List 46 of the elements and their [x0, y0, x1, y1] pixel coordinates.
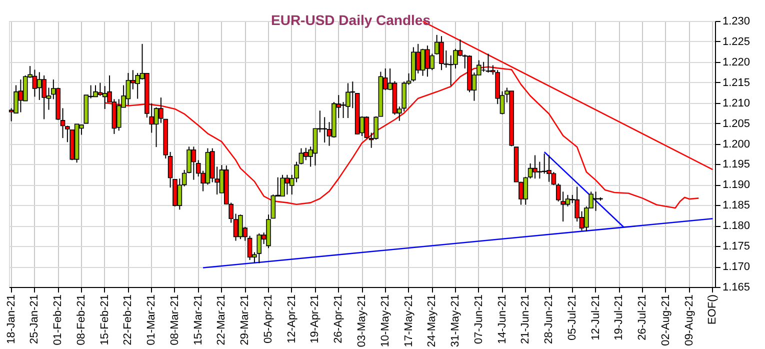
y-tick-label: 1.225 — [722, 36, 750, 48]
x-tick-label: 29-Mar-21 — [239, 294, 252, 346]
y-tick-label: 1.170 — [722, 261, 750, 274]
x-tick-label: EOF() — [706, 294, 719, 324]
x-tick-label: 09-Aug-21 — [683, 294, 696, 346]
x-tick-label: 26-Apr-21 — [332, 294, 345, 344]
y-tick-label: 1.210 — [722, 97, 750, 110]
y-tick-label: 1.180 — [722, 220, 750, 232]
x-tick-label: 26-Jul-21 — [636, 294, 649, 340]
x-tick-label: 08-Mar-21 — [168, 294, 181, 346]
x-tick-label: 14-Jun-21 — [496, 294, 508, 344]
y-tick-label: 1.175 — [722, 240, 750, 253]
x-tick-label: 22-Feb-21 — [122, 294, 134, 346]
x-tick-label: 31-May-21 — [450, 294, 462, 348]
x-tick-label: 24-May-21 — [426, 294, 438, 348]
x-tick-label: 01-Feb-21 — [52, 294, 64, 346]
x-tick-label: 03-May-21 — [356, 294, 368, 348]
y-tick-label: 1.205 — [722, 118, 750, 130]
x-tick-label: 08-Feb-21 — [75, 294, 88, 346]
x-tick-label: 25-Jan-21 — [28, 294, 41, 344]
x-tick-label: 21-Jun-21 — [520, 294, 532, 344]
y-tick-label: 1.220 — [722, 56, 750, 68]
x-tick-label: 12-Apr-21 — [286, 294, 298, 344]
chart-title: EUR-USD Daily Candles — [271, 12, 431, 28]
y-tick-label: 1.185 — [722, 200, 750, 212]
x-tick-label: 22-Mar-21 — [216, 294, 228, 346]
y-tick-label: 1.230 — [722, 16, 750, 28]
x-tick-label: 01-Mar-21 — [146, 294, 158, 346]
x-tick-label: 05-Jul-21 — [566, 294, 578, 340]
x-tick-label: 15-Feb-21 — [98, 294, 111, 346]
x-tick-label: 15-Mar-21 — [192, 294, 204, 346]
x-tick-label: 19-Apr-21 — [309, 294, 322, 344]
x-tick-label: 18-Jan-21 — [5, 294, 18, 344]
x-tick-label: 28-Jun-21 — [543, 294, 556, 344]
y-tick-label: 1.215 — [722, 76, 750, 89]
x-tick-label: 12-Jul-21 — [590, 294, 602, 340]
x-tick-label: 02-Aug-21 — [660, 294, 672, 346]
x-tick-label: 07-Jun-21 — [472, 294, 485, 344]
y-tick-label: 1.200 — [722, 138, 750, 150]
y-tick-label: 1.190 — [722, 179, 750, 192]
x-tick-label: 17-May-21 — [402, 294, 415, 348]
x-tick-label: 05-Apr-21 — [262, 294, 274, 344]
x-tick-label: 19-Jul-21 — [613, 294, 626, 340]
y-tick-label: 1.165 — [722, 282, 750, 294]
y-tick-label: 1.195 — [722, 158, 750, 171]
x-tick-label: 10-May-21 — [379, 294, 392, 348]
